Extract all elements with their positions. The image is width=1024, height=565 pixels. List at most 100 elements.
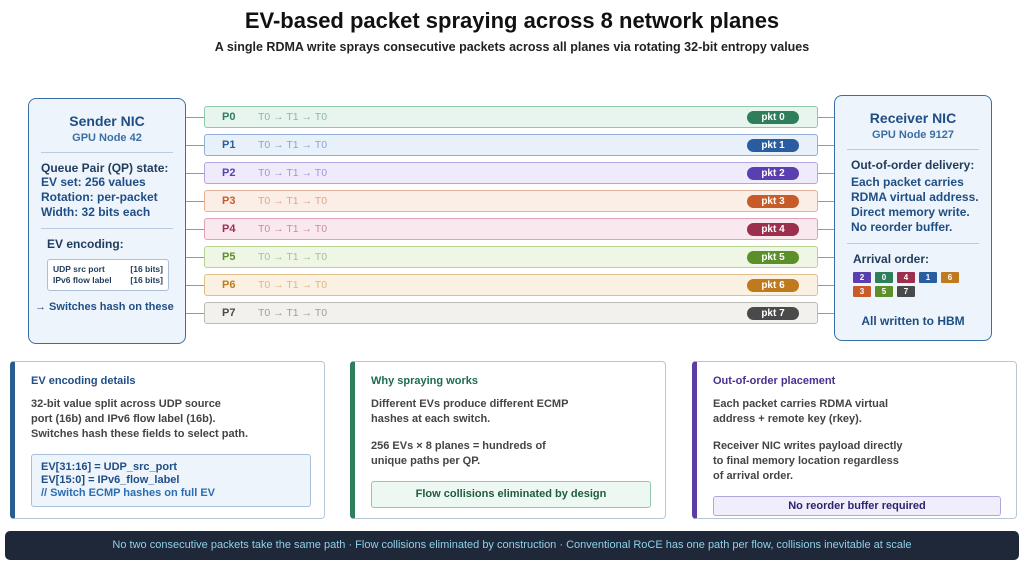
card-text: 256 EVs × 8 planes = hundreds of unique … xyxy=(371,439,651,469)
out-of-order-heading: Out-of-order delivery: xyxy=(851,158,975,172)
qp-state-line: Rotation: per-packet xyxy=(41,190,158,204)
arrival-chip: 7 xyxy=(897,286,915,297)
ev-code-box: EV[31:16] = UDP_src_port EV[15:0] = IPv6… xyxy=(31,454,311,507)
text-line: of arrival order. xyxy=(713,470,794,482)
out-of-order-line: Each packet carries xyxy=(851,175,964,189)
encoding-row: IPv6 flow label [16 bits] xyxy=(53,275,163,286)
collisions-callout: Flow collisions eliminated by design xyxy=(371,481,651,508)
receiver-subtitle: GPU Node 9127 xyxy=(872,129,954,141)
text-line: to final memory location regardless xyxy=(713,455,899,467)
plane-path-sequence: T0 → T1 → T0 xyxy=(258,111,328,123)
sender-connector-line xyxy=(186,117,204,118)
plane-path-sequence: T0 → T1 → T0 xyxy=(258,307,328,319)
plane-row: P7 T0 → T1 → T0 pkt 7 xyxy=(204,302,818,324)
receiver-connector-line xyxy=(818,173,834,174)
sender-connector-line xyxy=(186,201,204,202)
plane-row: P5 T0 → T1 → T0 pkt 5 xyxy=(204,246,818,268)
reorder-buffer-callout: No reorder buffer required xyxy=(713,496,1001,516)
page-subtitle: A single RDMA write sprays consecutive p… xyxy=(214,40,810,54)
card-title: EV encoding details xyxy=(31,375,136,387)
packet-badge: pkt 1 xyxy=(747,139,799,152)
card-text: Different EVs produce different ECMP has… xyxy=(371,397,651,427)
plane-path-sequence: T0 → T1 → T0 xyxy=(258,167,328,179)
qp-state-line: EV set: 256 values xyxy=(41,175,146,189)
text-line: Switches hash these fields to select pat… xyxy=(31,428,249,440)
page-title: EV-based packet spraying across 8 networ… xyxy=(244,8,780,33)
packet-badge: pkt 5 xyxy=(747,251,799,264)
divider xyxy=(847,243,979,244)
plane-path-sequence: T0 → T1 → T0 xyxy=(258,223,328,235)
encoding-bits: [16 bits] xyxy=(130,275,163,285)
code-line: EV[15:0] = IPv6_flow_label xyxy=(41,474,180,486)
sender-title: Sender NIC xyxy=(69,113,145,129)
receiver-connector-line xyxy=(818,201,834,202)
qp-state-line: Width: 32 bits each xyxy=(41,205,151,219)
sender-connector-line xyxy=(186,173,204,174)
divider xyxy=(41,152,173,153)
plane-row: P4 T0 → T1 → T0 pkt 4 xyxy=(204,218,818,240)
receiver-connector-line xyxy=(818,229,834,230)
packet-badge: pkt 2 xyxy=(747,167,799,180)
arrival-chip: 1 xyxy=(919,272,937,283)
sender-connector-line xyxy=(186,285,204,286)
divider xyxy=(41,228,173,229)
plane-id: P4 xyxy=(222,223,236,235)
card-text: 32-bit value split across UDP source por… xyxy=(31,397,310,442)
encoding-row: UDP src port [16 bits] xyxy=(53,264,163,275)
ev-encoding-heading: EV encoding: xyxy=(47,237,124,251)
plane-row: P2 T0 → T1 → T0 pkt 2 xyxy=(204,162,818,184)
packet-badge: pkt 7 xyxy=(747,307,799,320)
card-text: Each packet carries RDMA virtual address… xyxy=(713,397,1002,427)
plane-id: P2 xyxy=(222,167,236,179)
plane-path-sequence: T0 → T1 → T0 xyxy=(258,195,328,207)
plane-id: P0 xyxy=(222,111,236,123)
receiver-connector-line xyxy=(818,145,834,146)
plane-row: P3 T0 → T1 → T0 pkt 3 xyxy=(204,190,818,212)
plane-id: P5 xyxy=(222,251,236,263)
text-line: unique paths per QP. xyxy=(371,455,481,467)
text-line: Receiver NIC writes payload directly xyxy=(713,440,903,452)
out-of-order-line: No reorder buffer. xyxy=(851,220,953,234)
arrival-chip: 5 xyxy=(875,286,893,297)
out-of-order-line: Direct memory write. xyxy=(851,205,970,219)
divider xyxy=(847,149,979,150)
text-line: address + remote key (rkey). xyxy=(713,413,862,425)
arrival-chip: 4 xyxy=(897,272,915,283)
card-title: Out-of-order placement xyxy=(713,375,836,387)
plane-id: P1 xyxy=(222,139,236,151)
plane-path-sequence: T0 → T1 → T0 xyxy=(258,139,328,151)
receiver-title: Receiver NIC xyxy=(869,110,957,126)
sender-connector-line xyxy=(186,145,204,146)
plane-path-sequence: T0 → T1 → T0 xyxy=(258,251,328,263)
arrival-chip: 6 xyxy=(941,272,959,283)
sender-nic-panel: Sender NIC GPU Node 42 Queue Pair (QP) s… xyxy=(28,98,186,344)
code-line: EV[31:16] = UDP_src_port xyxy=(41,461,178,473)
out-of-order-placement-card: Out-of-order placement Each packet carri… xyxy=(692,361,1017,519)
arrival-chip: 3 xyxy=(853,286,871,297)
plane-path-sequence: T0 → T1 → T0 xyxy=(258,279,328,291)
text-line: port (16b) and IPv6 flow label (16b). xyxy=(31,413,216,425)
card-text: Receiver NIC writes payload directly to … xyxy=(713,439,1002,484)
receiver-connector-line xyxy=(818,257,834,258)
switch-hash-note: → Switches hash on these xyxy=(35,301,174,313)
text-line: hashes at each switch. xyxy=(371,413,491,425)
encoding-field: UDP src port xyxy=(53,264,105,274)
hbm-note: All written to HBM xyxy=(861,314,965,328)
out-of-order-line: RDMA virtual address. xyxy=(851,190,979,204)
sender-connector-line xyxy=(186,313,204,314)
arrival-chip: 2 xyxy=(853,272,871,283)
card-title: Why spraying works xyxy=(371,375,478,387)
packet-badge: pkt 4 xyxy=(747,223,799,236)
receiver-connector-line xyxy=(818,313,834,314)
text-line: 32-bit value split across UDP source xyxy=(31,398,221,410)
code-comment: // Switch ECMP hashes on full EV xyxy=(41,487,215,499)
packet-badge: pkt 3 xyxy=(747,195,799,208)
plane-row: P1 T0 → T1 → T0 pkt 1 xyxy=(204,134,818,156)
plane-id: P3 xyxy=(222,195,236,207)
plane-id: P7 xyxy=(222,307,236,319)
text-line: Each packet carries RDMA virtual xyxy=(713,398,889,410)
ev-encoding-box: UDP src port [16 bits] IPv6 flow label [… xyxy=(47,259,169,291)
arrival-order-heading: Arrival order: xyxy=(853,252,930,266)
footer-banner: No two consecutive packets take the same… xyxy=(5,531,1019,560)
